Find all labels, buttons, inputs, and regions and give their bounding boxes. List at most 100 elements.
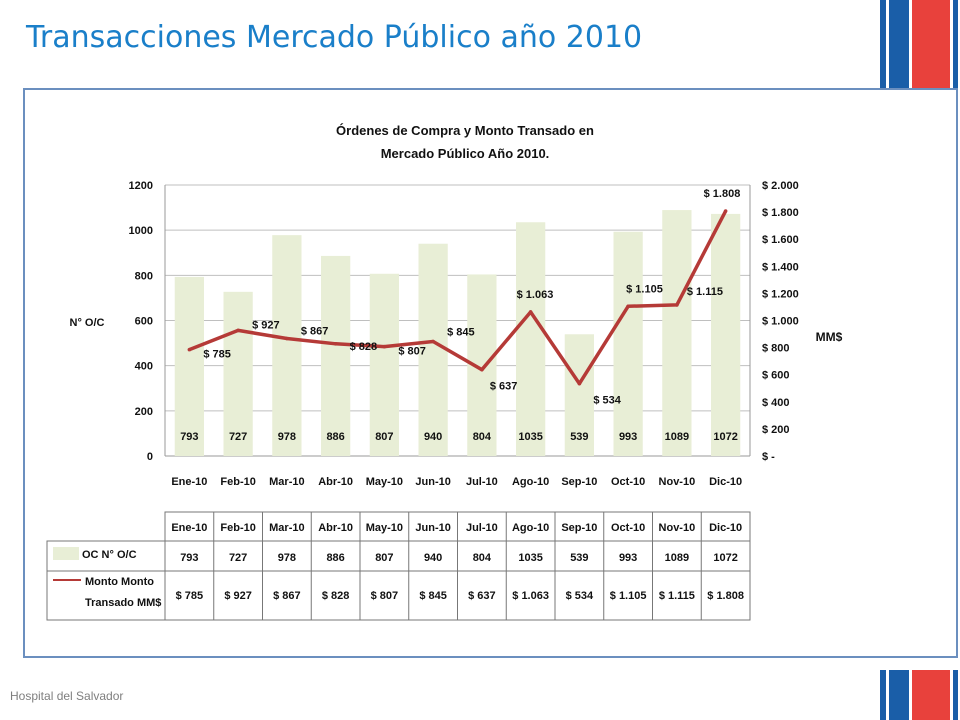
table-bar-value-cell: 727 (229, 552, 247, 564)
line-data-label: $ 1.808 (704, 188, 741, 200)
x-tick-label: Sep-10 (561, 476, 597, 488)
bar (662, 210, 692, 456)
footer-text: Hospital del Salvador (10, 689, 124, 703)
line-point (528, 310, 533, 314)
chart-frame: Órdenes de Compra y Monto Transado en Mer… (23, 88, 958, 658)
chile-flag-decoration-bottom (880, 670, 958, 720)
y-right-tick-label: $ 1.000 (762, 316, 799, 328)
table-line-value-cell: $ 845 (419, 590, 447, 602)
bar-data-label: 807 (375, 431, 393, 443)
bar (272, 235, 302, 456)
legend-line-label: Monto Monto (85, 576, 154, 588)
x-tick-label: Dic-10 (709, 476, 742, 488)
legend-bar-label: OC N° O/C (82, 549, 137, 561)
table-line-value-cell: $ 1.063 (512, 590, 549, 602)
line-data-label: $ 534 (593, 395, 621, 407)
bar (369, 273, 399, 456)
line-point (723, 209, 728, 213)
bar (418, 243, 448, 456)
table-header-cell: Sep-10 (561, 522, 597, 534)
y-right-tick-label: $ 800 (762, 343, 790, 355)
line-data-label: $ 828 (350, 341, 378, 353)
legend-line-label: Transado MM$ (85, 597, 161, 609)
line-data-label: $ 845 (447, 327, 475, 339)
y-right-tick-label: $ 1.800 (762, 207, 799, 219)
line-data-label: $ 1.105 (626, 283, 663, 295)
table-header-cell: Ago-10 (512, 522, 549, 534)
table-bar-value-cell: 1072 (713, 552, 737, 564)
table-header-cell: Ene-10 (171, 522, 207, 534)
bar-data-label: 940 (424, 431, 442, 443)
table-header-cell: Oct-10 (611, 522, 645, 534)
y-left-tick-label: 800 (135, 270, 153, 282)
y-left-tick-label: 200 (135, 406, 153, 418)
line-point (675, 303, 679, 307)
line-data-label: $ 867 (301, 326, 329, 338)
line-point (626, 304, 630, 309)
line-data-label: $ 1.115 (687, 286, 723, 298)
line-data-label: $ 637 (490, 381, 518, 393)
table-line-value-cell: $ 1.115 (659, 590, 695, 602)
table-bar-value-cell: 793 (180, 552, 198, 564)
chile-flag-decoration-top (880, 0, 958, 90)
y-right-tick-label: $ 1.600 (762, 234, 799, 246)
bar-data-label: 978 (278, 431, 296, 443)
table-bar-value-cell: 886 (326, 552, 344, 564)
bar (321, 255, 351, 456)
table-bar-value-cell: 807 (375, 552, 393, 564)
x-tick-label: Ene-10 (171, 476, 207, 488)
bar-data-label: 793 (180, 431, 198, 443)
table-line-value-cell: $ 1.808 (707, 590, 744, 602)
table-bar-value-cell: 993 (619, 552, 637, 564)
line-point (480, 367, 484, 372)
line-point (333, 342, 338, 346)
y-right-tick-label: $ 200 (762, 424, 790, 436)
bar (174, 276, 204, 456)
table-header-cell: Jul-10 (466, 522, 498, 534)
y-right-tick-label: $ 400 (762, 397, 790, 409)
table-line-value-cell: $ 807 (371, 590, 399, 602)
bar-data-label: 804 (473, 431, 492, 443)
bar (711, 213, 741, 456)
x-tick-label: May-10 (366, 476, 403, 488)
x-tick-label: Nov-10 (659, 476, 696, 488)
table-line-value-cell: $ 637 (468, 590, 496, 602)
table-bar-value-cell: 1089 (665, 552, 689, 564)
line-data-label: $ 927 (252, 319, 280, 331)
y-left-tick-label: 400 (135, 361, 153, 373)
bar (516, 222, 546, 456)
table-header-cell: Abr-10 (318, 522, 353, 534)
table-header-cell: Dic-10 (709, 522, 742, 534)
table-line-value-cell: $ 828 (322, 590, 350, 602)
x-tick-label: Ago-10 (512, 476, 549, 488)
line-point (431, 339, 435, 344)
line-point (285, 336, 289, 341)
line-point (382, 344, 387, 349)
y-right-tick-label: $ 600 (762, 370, 790, 382)
table-header-cell: Jun-10 (415, 522, 450, 534)
line-data-label: $ 785 (203, 349, 231, 361)
chart-title-line: Mercado Público Año 2010. (381, 146, 550, 161)
line-point (236, 328, 240, 333)
line-point (187, 347, 192, 352)
bar-data-label: 539 (570, 431, 588, 443)
x-tick-label: Jun-10 (415, 476, 450, 488)
table-bar-value-cell: 940 (424, 552, 442, 564)
table-header-cell: May-10 (366, 522, 403, 534)
bar-data-label: 1035 (518, 431, 542, 443)
bar (223, 291, 253, 456)
table-bar-value-cell: 978 (278, 552, 296, 564)
table-header-cell: Feb-10 (220, 522, 255, 534)
table-line-value-cell: $ 867 (273, 590, 301, 602)
y-right-tick-label: $ - (762, 451, 775, 463)
y-left-tick-label: 1000 (129, 225, 153, 237)
table-header-cell: Nov-10 (659, 522, 696, 534)
legend-bar-swatch (53, 547, 79, 560)
bar-data-label: 1072 (713, 431, 737, 443)
table-line-value-cell: $ 534 (566, 590, 594, 602)
bar-data-label: 886 (326, 431, 344, 443)
x-tick-label: Jul-10 (466, 476, 498, 488)
bar-data-label: 727 (229, 431, 247, 443)
y-left-tick-label: 1200 (129, 180, 153, 192)
line-point (577, 381, 582, 386)
